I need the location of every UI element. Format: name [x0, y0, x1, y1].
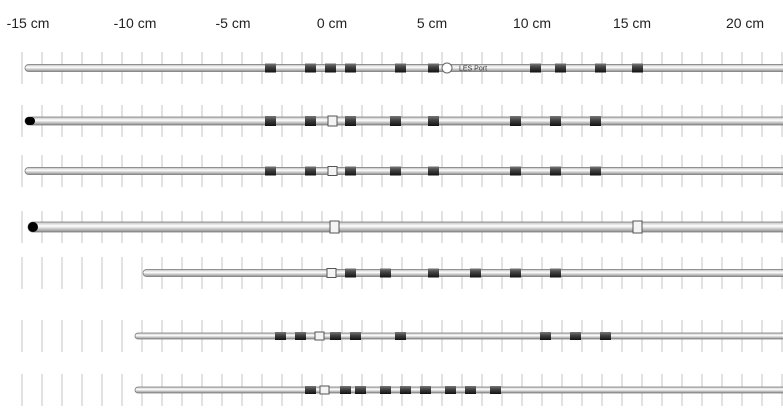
sensor [510, 116, 521, 126]
catheter-tube [134, 332, 783, 340]
sensor [570, 332, 581, 340]
sensor [490, 386, 501, 394]
marker-box [327, 115, 338, 127]
sensor [550, 166, 561, 176]
sensor [305, 386, 316, 394]
scale-label: 15 cm [613, 15, 651, 31]
scale-label: 10 cm [513, 15, 551, 31]
marker-box [319, 385, 330, 395]
sensor [345, 63, 356, 73]
sensor [390, 116, 401, 126]
sensor [530, 63, 541, 73]
sensor [265, 166, 276, 176]
sensor [355, 386, 366, 394]
sensor [590, 116, 601, 126]
sensor [345, 166, 356, 176]
sensor [340, 386, 351, 394]
scale-labels: -15 cm -10 cm -5 cm 0 cm 5 cm 10 cm 15 cm 20 cm [7, 15, 764, 31]
sensor [600, 332, 611, 340]
sensor [350, 332, 361, 340]
sensor [265, 116, 276, 126]
catheter-tube [27, 221, 783, 233]
sensor [400, 386, 411, 394]
marker-box [632, 220, 643, 234]
scale-label: 20 cm [726, 15, 764, 31]
sensor [470, 268, 481, 278]
sensor [325, 63, 336, 73]
sensor [345, 116, 356, 126]
sensor [465, 386, 476, 394]
sensor [595, 63, 606, 73]
catheter-tip [28, 222, 38, 232]
sensor [550, 116, 561, 126]
sensor [428, 116, 439, 126]
sensor [632, 63, 643, 73]
sensor [305, 166, 316, 176]
marker-box [327, 166, 338, 176]
sensor [428, 63, 439, 73]
port-label: LES Port [459, 66, 487, 73]
catheter-tube [134, 386, 783, 394]
sensor [395, 332, 406, 340]
sensor [420, 386, 431, 394]
sensor [265, 63, 276, 73]
sensor [305, 116, 316, 126]
sensor [395, 63, 406, 73]
sensor [305, 63, 316, 73]
sensor [428, 166, 439, 176]
sensor [275, 332, 286, 340]
sensor [510, 166, 521, 176]
sensor [330, 332, 341, 340]
sensor [590, 166, 601, 176]
sensor [345, 268, 356, 278]
marker-box [314, 331, 325, 341]
catheter-tube [24, 167, 783, 175]
catheter-tube [142, 269, 783, 277]
sensor [380, 386, 391, 394]
sensor [445, 386, 456, 394]
scale-label: -15 cm [7, 15, 50, 31]
sensor [295, 332, 306, 340]
les-port [441, 62, 453, 74]
marker-box [326, 268, 337, 278]
sensor [550, 268, 561, 278]
sensor [555, 63, 566, 73]
scale-label: 5 cm [417, 15, 447, 31]
sensor [380, 268, 391, 278]
sensor [428, 268, 439, 278]
catheter-tube [24, 116, 783, 126]
sensor [540, 332, 551, 340]
sensor [390, 166, 401, 176]
marker-box [329, 220, 340, 234]
scale-label: -5 cm [216, 15, 251, 31]
catheter-tip [25, 117, 35, 125]
catheters: LES Port [24, 62, 783, 395]
scale-label: 0 cm [317, 15, 347, 31]
sensor [510, 268, 521, 278]
scale-label: -10 cm [114, 15, 157, 31]
